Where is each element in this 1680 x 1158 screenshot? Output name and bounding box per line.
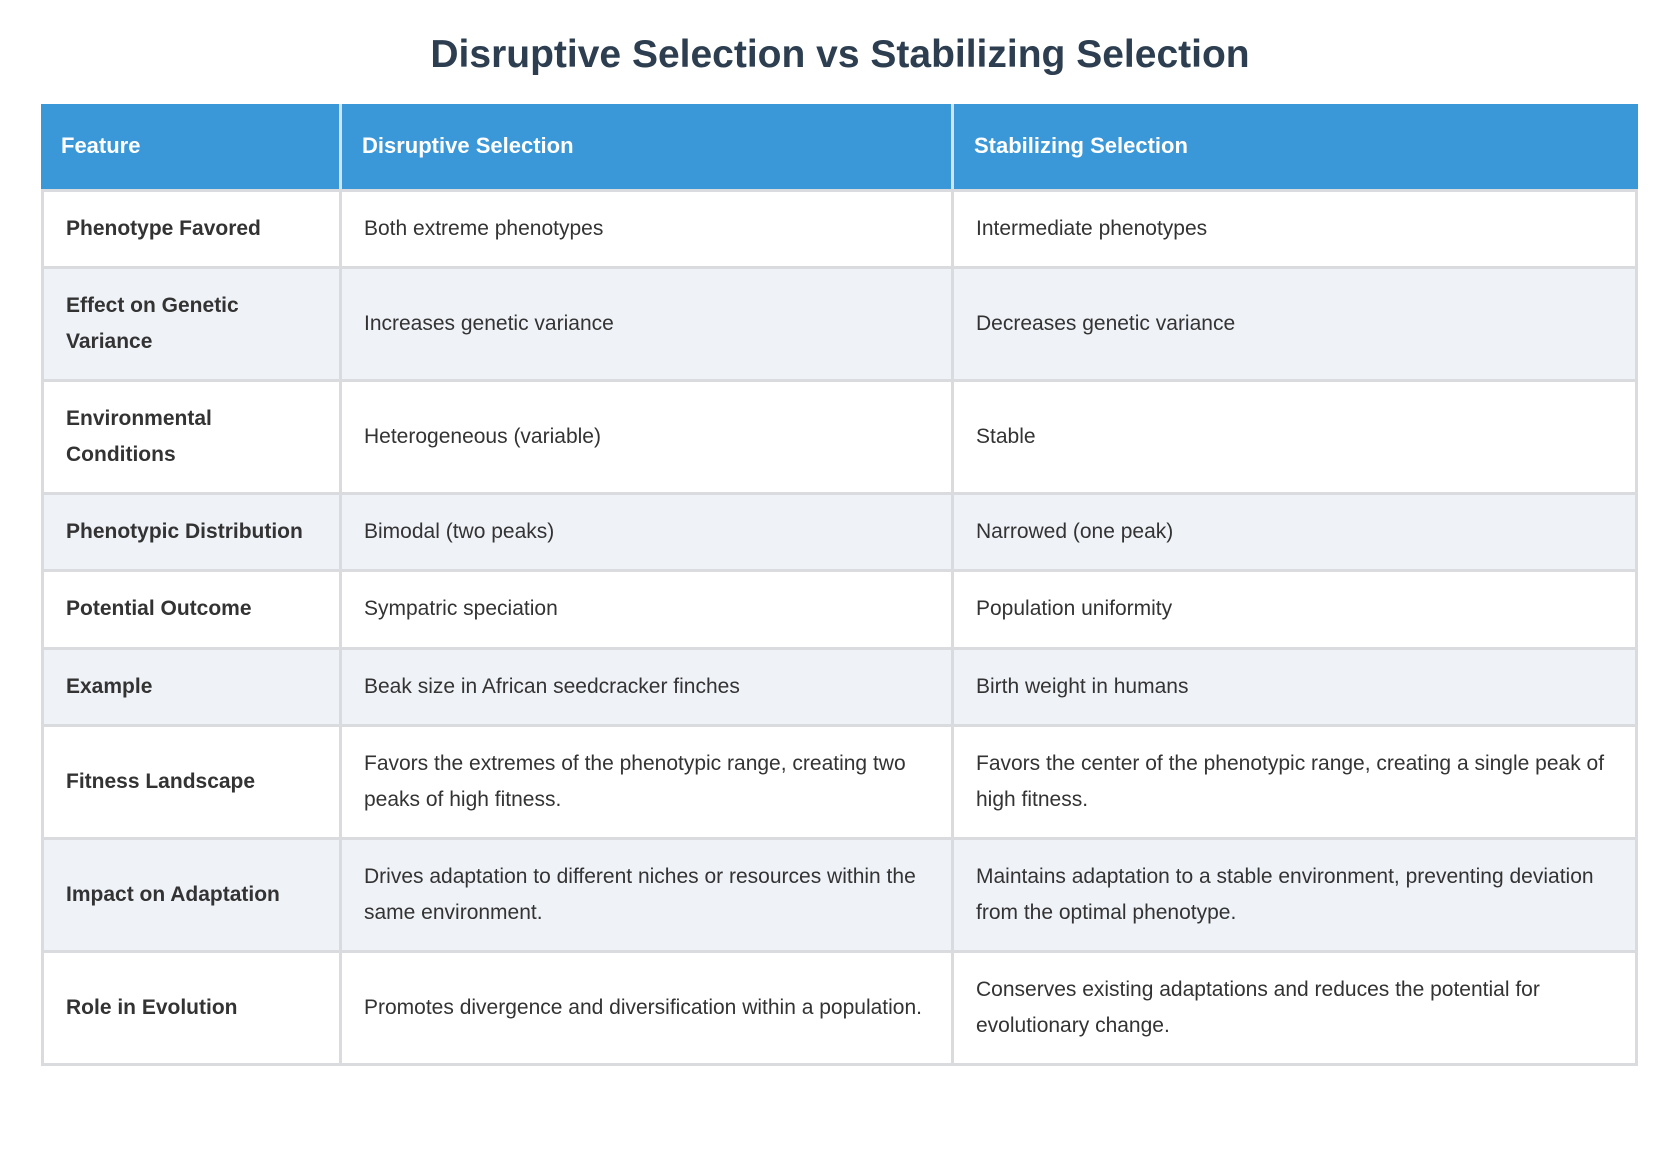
stabilizing-cell: Decreases genetic variance [954, 268, 1638, 383]
disruptive-cell: Both extreme phenotypes [342, 188, 954, 269]
feature-cell: Effect on Genetic Variance [41, 268, 342, 383]
table-row: Environmental Conditions Heterogeneous (v… [41, 382, 1638, 496]
page-title: Disruptive Selection vs Stabilizing Sele… [430, 33, 1250, 76]
disruptive-cell: Bimodal (two peaks) [342, 495, 954, 573]
feature-cell: Environmental Conditions [41, 382, 342, 496]
table-body: Phenotype Favored Both extreme phenotypes… [41, 188, 1638, 1067]
disruptive-cell: Increases genetic variance [342, 268, 954, 383]
disruptive-cell: Sympatric speciation [342, 572, 954, 650]
disruptive-cell: Beak size in African seedcracker finches [342, 649, 954, 727]
stabilizing-cell: Population uniformity [954, 572, 1638, 650]
feature-cell: Potential Outcome [41, 572, 342, 650]
stabilizing-cell: Intermediate phenotypes [954, 188, 1638, 269]
disruptive-cell: Promotes divergence and diversification … [342, 953, 954, 1067]
disruptive-cell: Favors the extremes of the phenotypic ra… [342, 726, 954, 840]
table-row: Phenotypic Distribution Bimodal (two peak… [41, 495, 1638, 573]
header-row: Feature Disruptive Selection Stabilizing… [41, 103, 1638, 189]
stabilizing-cell: Maintains adaptation to a stable environ… [954, 839, 1638, 954]
stabilizing-cell: Favors the center of the phenotypic rang… [954, 726, 1638, 840]
stabilizing-cell: Stable [954, 382, 1638, 496]
stabilizing-cell: Narrowed (one peak) [954, 495, 1638, 573]
table-row: Potential Outcome Sympatric speciation Pop… [41, 572, 1638, 650]
column-header-feature: Feature [41, 103, 342, 189]
table-row: Example Beak size in African seedcracker … [41, 649, 1638, 727]
feature-cell: Example [41, 649, 342, 727]
feature-cell: Phenotype Favored [41, 188, 342, 269]
stabilizing-cell: Birth weight in humans [954, 649, 1638, 727]
table-row: Fitness Landscape Favors the extremes of … [41, 726, 1638, 840]
feature-cell: Fitness Landscape [41, 726, 342, 840]
column-header-stabilizing-selection: Stabilizing Selection [954, 103, 1638, 189]
disruptive-cell: Heterogeneous (variable) [342, 382, 954, 496]
table-row: Role in Evolution Promotes divergence and… [41, 953, 1638, 1067]
feature-cell: Role in Evolution [41, 953, 342, 1067]
table-row: Phenotype Favored Both extreme phenotypes… [41, 188, 1638, 269]
disruptive-cell: Drives adaptation to different niches or… [342, 839, 954, 954]
comparison-table: Feature Disruptive Selection Stabilizing… [41, 103, 1638, 1067]
table-row: Impact on Adaptation Drives adaptation to… [41, 839, 1638, 954]
stabilizing-cell: Conserves existing adaptations and reduc… [954, 953, 1638, 1067]
column-header-disruptive-selection: Disruptive Selection [342, 103, 954, 189]
feature-cell: Impact on Adaptation [41, 839, 342, 954]
table-row: Effect on Genetic Variance Increases gene… [41, 268, 1638, 383]
feature-cell: Phenotypic Distribution [41, 495, 342, 573]
